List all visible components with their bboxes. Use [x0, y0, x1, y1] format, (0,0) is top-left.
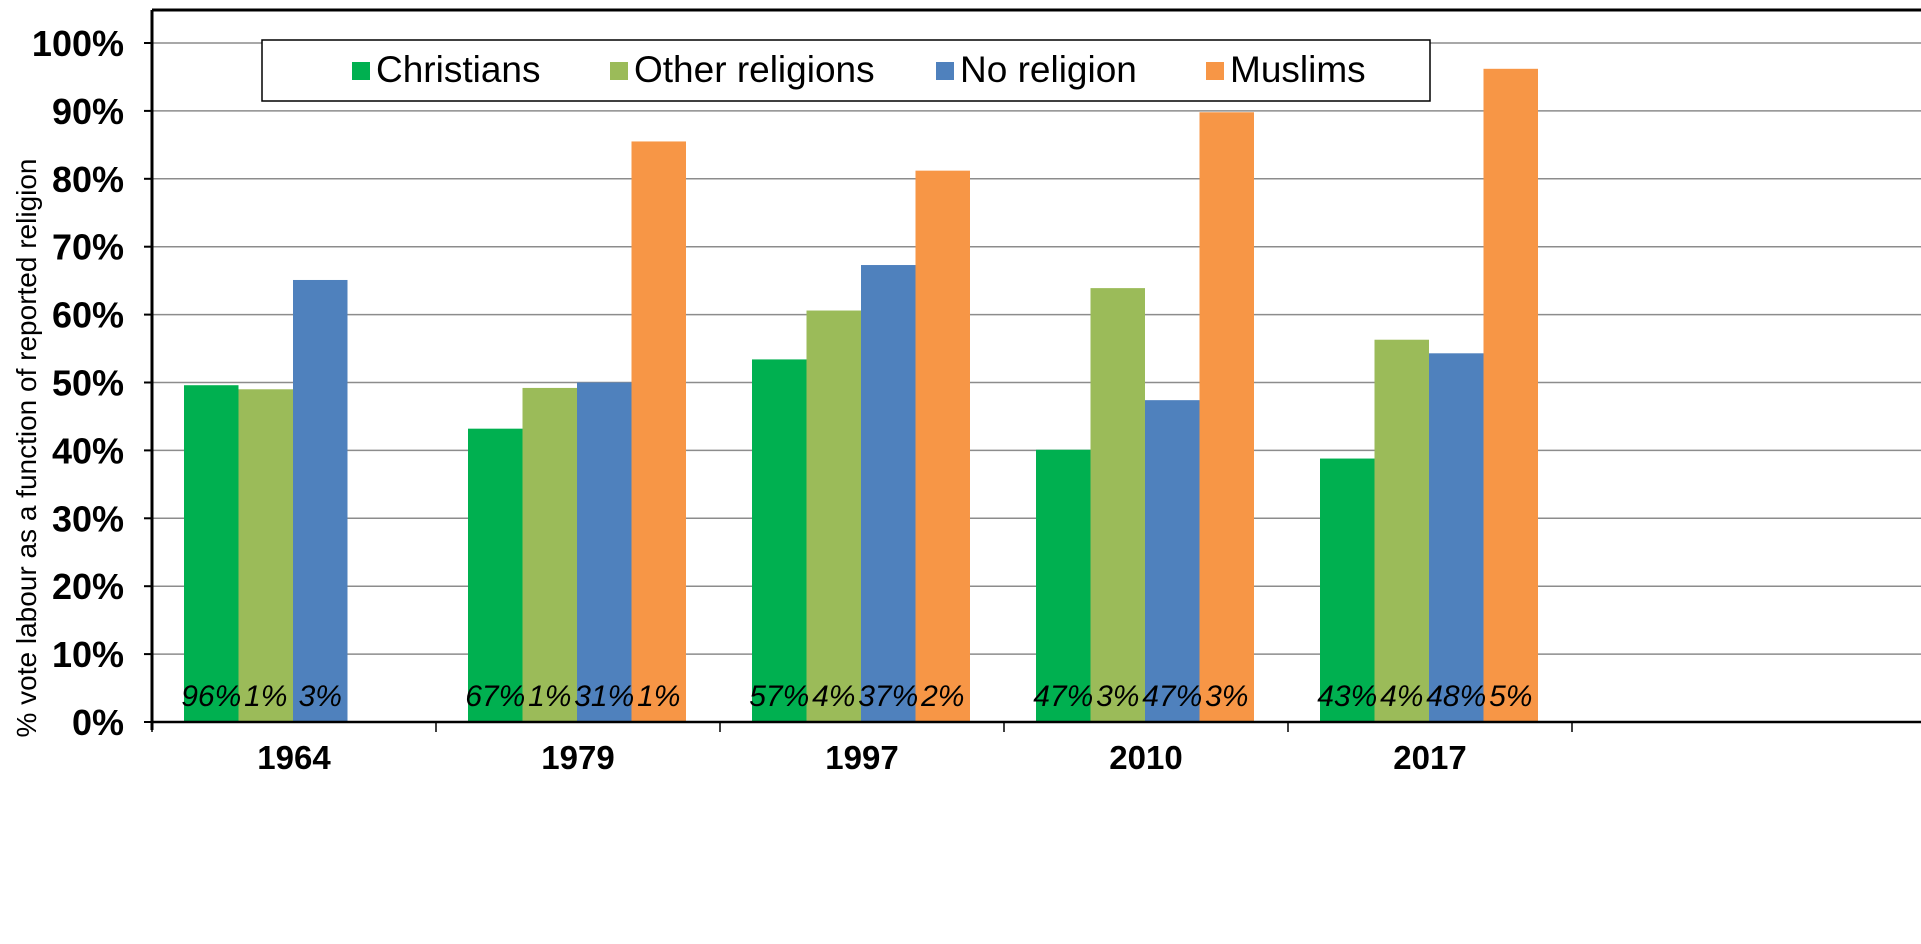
y-tick-label: 60% — [52, 295, 124, 336]
x-tick-label: 1964 — [257, 739, 331, 776]
y-tick-label: 50% — [52, 363, 124, 404]
bar-other-religions-2017 — [1374, 339, 1429, 722]
bar-other-religions-1964 — [238, 389, 293, 722]
data-label: 96% — [181, 680, 241, 713]
y-tick-label: 80% — [52, 159, 124, 200]
x-tick-label: 2017 — [1393, 739, 1466, 776]
data-label: 3% — [1205, 680, 1248, 713]
x-tick-label: 1997 — [825, 739, 898, 776]
bars — [184, 68, 1538, 723]
y-tick-label: 30% — [52, 498, 124, 539]
legend-swatch — [610, 62, 628, 80]
legend-label: Other religions — [634, 49, 875, 90]
legend: Christians Other religions No religion Musl… — [261, 39, 1431, 102]
x-tick-label: 2010 — [1109, 739, 1182, 776]
data-label: 1% — [637, 680, 680, 713]
y-tick-label: 0% — [72, 702, 124, 743]
bar-christians-2017 — [1320, 458, 1375, 722]
bar-no-religion-1964 — [293, 279, 348, 722]
data-label: 57% — [749, 680, 809, 713]
bar-no-religion-2010 — [1145, 400, 1200, 722]
bar-muslims-2017 — [1483, 68, 1538, 722]
bar-muslims-1979 — [631, 141, 686, 722]
legend-label: Muslims — [1230, 49, 1366, 90]
data-label: 43% — [1317, 680, 1377, 713]
gridlines — [152, 42, 1921, 655]
legend-swatch — [352, 62, 370, 80]
data-label: 1% — [244, 680, 287, 713]
data-label: 47% — [1142, 680, 1202, 713]
data-label: 3% — [299, 680, 342, 713]
bar-christians-1997 — [752, 359, 807, 722]
bar-muslims-2010 — [1199, 112, 1254, 723]
bar-other-religions-1997 — [806, 310, 861, 722]
data-label: 4% — [812, 680, 855, 713]
x-tick-label: 1979 — [541, 739, 614, 776]
y-tick-label: 10% — [52, 634, 124, 675]
data-label: 67% — [465, 680, 525, 713]
data-label: 47% — [1033, 680, 1093, 713]
data-label: 31% — [574, 680, 634, 713]
y-tick-label: 70% — [52, 227, 124, 268]
bar-christians-1964 — [184, 385, 239, 722]
bar-no-religion-2017 — [1429, 353, 1484, 722]
bar-other-religions-2010 — [1090, 288, 1145, 722]
legend-swatch — [1206, 62, 1224, 80]
bar-no-religion-1997 — [861, 265, 916, 722]
y-tick-label: 40% — [52, 430, 124, 471]
y-tick-labels: 0% 10% 20% 30% 40% 50% 60% 70% 80% 90% 100% — [32, 23, 124, 743]
y-axis-label: % vote labour as a function of reported … — [11, 158, 42, 737]
legend-label: No religion — [960, 49, 1137, 90]
data-label: 1% — [528, 680, 571, 713]
data-label: 2% — [920, 680, 964, 713]
legend-swatch — [936, 62, 954, 80]
data-label: 37% — [858, 680, 918, 713]
bar-no-religion-1979 — [577, 382, 632, 722]
data-label: 3% — [1096, 680, 1139, 713]
y-tick-label: 20% — [52, 566, 124, 607]
bar-christians-2010 — [1036, 449, 1091, 722]
y-tick-label: 100% — [32, 23, 124, 64]
bar-christians-1979 — [468, 428, 523, 722]
legend-label: Christians — [376, 49, 541, 90]
axes — [144, 8, 1921, 732]
data-label: 4% — [1380, 680, 1423, 713]
data-labels: 96% 1% 3% 67% 1% 31% 1% 57% 4% 37% 2% 47% 3% 47% 3% 43%… — [181, 680, 1532, 713]
data-label: 48% — [1426, 680, 1486, 713]
data-label: 5% — [1489, 680, 1532, 713]
bar-muslims-1997 — [915, 170, 970, 723]
legend-box — [261, 39, 1431, 102]
x-tick-labels: 1964 1979 1997 2010 2017 — [257, 739, 1466, 776]
y-tick-label: 90% — [52, 91, 124, 132]
bar-other-religions-1979 — [522, 387, 577, 722]
